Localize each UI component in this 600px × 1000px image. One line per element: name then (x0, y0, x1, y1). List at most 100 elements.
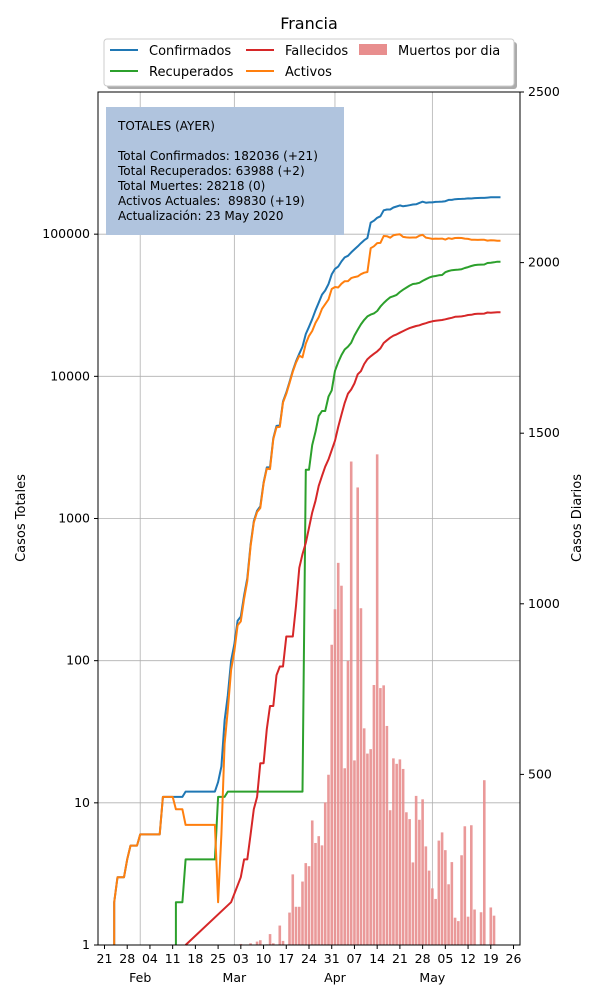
right-axis-ticks: 500 1000 1500 2000 2500 (520, 84, 560, 781)
x-tick-label: 31 (324, 951, 340, 966)
x-month-label: Mar (223, 970, 247, 985)
daily-death-bar (255, 941, 259, 945)
x-tick-label: 19 (483, 951, 499, 966)
daily-death-bar (310, 820, 314, 945)
left-tick-label: 10000 (50, 368, 90, 383)
daily-death-bar (307, 866, 311, 945)
legend-label-fallecidos: Fallecidos (285, 44, 348, 59)
daily-death-bar (411, 862, 415, 945)
summary-line-updated: Actualización: 23 May 2020 (118, 209, 284, 223)
legend-swatch-muertos-por-dia (359, 44, 387, 55)
x-axis-ticks: 21 28 04 11 18 25 03 10 17 24 31 07 14 21 28 05 12 19 26 Fe… (97, 945, 522, 985)
legend-label-activos: Activos (285, 65, 332, 80)
daily-death-bar (437, 840, 441, 945)
daily-death-bar (281, 940, 285, 945)
x-tick-label: 28 (119, 951, 135, 966)
daily-death-bar (327, 774, 330, 945)
daily-death-bar (291, 874, 295, 945)
daily-death-bar (317, 836, 321, 945)
x-tick-label: 07 (346, 951, 362, 966)
chart-title: Francia (280, 14, 338, 33)
daily-death-bar (421, 799, 424, 945)
x-tick-label: 04 (142, 951, 158, 966)
daily-death-bar (470, 825, 473, 945)
right-tick-label: 1000 (528, 596, 560, 611)
left-tick-label: 10 (74, 795, 90, 810)
daily-death-bar (440, 832, 444, 945)
left-tick-label: 100000 (42, 226, 90, 241)
daily-death-bar (356, 487, 359, 945)
daily-death-bar (271, 943, 275, 945)
legend-box (103, 38, 515, 87)
daily-death-bar (392, 758, 395, 945)
daily-death-bar (482, 780, 486, 945)
x-tick-label: 11 (165, 951, 181, 966)
daily-death-bar (398, 759, 402, 945)
daily-death-bar (450, 862, 454, 945)
daily-death-bar (333, 609, 337, 945)
daily-death-bar (447, 884, 450, 945)
daily-death-bar (492, 915, 496, 945)
daily-death-bar (427, 870, 431, 945)
daily-death-bar (463, 826, 467, 945)
daily-death-bar (301, 881, 304, 945)
daily-death-bar (388, 810, 392, 945)
daily-death-bar (336, 562, 340, 945)
daily-death-bar (414, 795, 418, 945)
summary-heading: TOTALES (AYER) (117, 119, 215, 133)
daily-death-bar (330, 644, 334, 945)
daily-death-bar (353, 760, 356, 945)
daily-death-bar (288, 912, 291, 945)
daily-death-bar (385, 725, 389, 945)
daily-death-bar (320, 845, 324, 945)
x-month-label: May (419, 970, 445, 985)
left-tick-label: 100 (66, 653, 90, 668)
x-tick-label: 12 (460, 951, 476, 966)
series-lines (113, 196, 501, 946)
x-tick-label: 17 (278, 951, 294, 966)
daily-death-bar (249, 943, 252, 945)
daily-death-bar (466, 916, 470, 945)
right-tick-label: 500 (528, 766, 552, 781)
series-line-recuperados (174, 260, 501, 945)
x-tick-label: 05 (437, 951, 453, 966)
daily-death-bar (346, 660, 350, 945)
summary-box: TOTALES (AYER) Total Confirmados: 182036… (106, 107, 344, 235)
daily-death-bar (366, 753, 369, 945)
daily-death-bar (375, 454, 379, 945)
x-tick-label: 21 (392, 951, 408, 966)
daily-death-bar (340, 585, 343, 945)
daily-death-bar (343, 768, 347, 945)
x-month-label: Feb (129, 970, 151, 985)
daily-death-bar (408, 819, 411, 945)
x-tick-label: 25 (210, 951, 226, 966)
left-axis-title: Casos Totales (14, 474, 29, 562)
daily-death-bar (259, 940, 262, 945)
summary-line-recovered: Total Recuperados: 63988 (+2) (117, 164, 305, 178)
daily-death-bar (297, 906, 301, 945)
daily-death-bar (434, 898, 437, 945)
daily-death-bar (323, 802, 327, 945)
summary-line-active: Activos Actuales: 89830 (+19) (118, 194, 305, 208)
daily-death-bar (479, 912, 483, 945)
daily-death-bar (359, 608, 363, 945)
series-line-activos (113, 233, 501, 945)
daily-death-bar (349, 461, 353, 945)
summary-line-confirmed: Total Confirmados: 182036 (+21) (117, 149, 318, 163)
daily-death-bar (405, 812, 408, 945)
daily-death-bar (372, 685, 376, 945)
daily-death-bar (314, 842, 317, 945)
x-tick-label: 28 (415, 951, 431, 966)
daily-death-bar (382, 685, 385, 945)
daily-death-bar (239, 943, 243, 945)
daily-death-bar (444, 850, 447, 945)
legend-label-confirmados: Confirmados (149, 44, 231, 59)
summary-box-background (106, 107, 344, 235)
right-tick-label: 2000 (528, 255, 560, 270)
x-tick-label: 03 (233, 951, 249, 966)
daily-death-bar (395, 763, 398, 945)
x-tick-label: 21 (97, 951, 113, 966)
daily-death-bar (453, 917, 457, 945)
legend-label-muertos-por-dia: Muertos por dia (398, 44, 500, 59)
left-tick-label: 1000 (58, 511, 90, 526)
